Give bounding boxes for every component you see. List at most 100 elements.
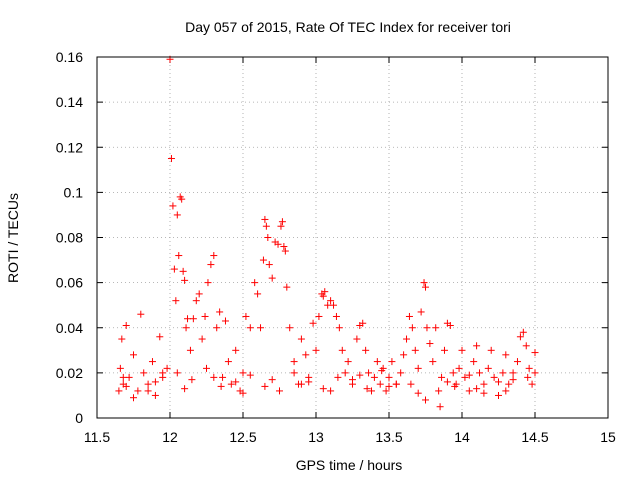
data-point (315, 312, 323, 320)
data-point (422, 283, 429, 291)
grid-lines (97, 57, 608, 418)
data-point (184, 315, 192, 323)
data-point (179, 267, 187, 275)
data-point (319, 292, 327, 300)
data-point (280, 243, 288, 251)
data-point (261, 215, 269, 223)
y-tick-label: 0.16 (56, 49, 83, 65)
data-point (414, 389, 422, 397)
data-point (151, 391, 159, 399)
data-point (125, 373, 133, 381)
data-points (115, 55, 539, 411)
data-point (525, 364, 533, 372)
data-point (400, 351, 408, 359)
data-point (509, 369, 517, 377)
data-point (178, 195, 186, 203)
data-point (134, 387, 142, 395)
data-point (370, 373, 378, 381)
y-tick-label: 0.1 (64, 184, 84, 200)
data-point (246, 371, 254, 379)
y-tick-label: 0.08 (56, 230, 83, 246)
data-point (239, 369, 247, 377)
data-point (156, 333, 164, 341)
data-point (385, 382, 393, 390)
data-point (324, 301, 332, 309)
data-point (119, 373, 127, 381)
data-point (341, 369, 349, 377)
data-point (519, 328, 527, 336)
data-point (414, 364, 422, 372)
x-tick-label: 13.5 (375, 429, 402, 445)
data-point (330, 301, 338, 309)
x-axis-label: GPS time / hours (296, 457, 403, 473)
data-point (509, 376, 517, 384)
data-point (148, 358, 156, 366)
data-point (327, 297, 335, 305)
data-point (115, 387, 123, 395)
data-point (221, 317, 229, 325)
data-point (455, 364, 463, 372)
data-point (182, 324, 190, 332)
data-point (186, 346, 194, 354)
data-point (151, 378, 159, 386)
data-point (277, 222, 285, 230)
data-point (338, 346, 346, 354)
data-point (207, 261, 215, 269)
data-point (290, 369, 298, 377)
data-point (423, 324, 431, 332)
data-point (473, 385, 481, 393)
data-point (217, 382, 225, 390)
data-point (195, 290, 203, 298)
data-point (516, 333, 524, 341)
data-point (408, 324, 416, 332)
x-tick-label: 13 (308, 429, 324, 445)
data-point (505, 380, 513, 388)
chart-title: Day 057 of 2015, Rate Of TEC Index for r… (185, 19, 511, 35)
data-point (502, 351, 510, 359)
y-tick-label: 0.02 (56, 365, 83, 381)
data-point (290, 358, 298, 366)
data-point (232, 346, 240, 354)
data-point (349, 376, 356, 384)
data-point (257, 324, 265, 332)
data-point (426, 340, 434, 348)
data-point (420, 279, 428, 287)
data-point (312, 346, 320, 354)
data-point (274, 240, 282, 248)
data-point (476, 369, 484, 377)
data-point (163, 364, 171, 372)
data-point (495, 391, 502, 399)
x-tick-label: 12.5 (229, 429, 256, 445)
data-point (499, 369, 507, 377)
data-point (403, 335, 411, 343)
data-point (268, 274, 276, 282)
data-point (470, 358, 478, 366)
y-tick-label: 0.12 (56, 139, 83, 155)
data-point (130, 351, 137, 359)
data-point (385, 373, 393, 381)
data-point (449, 369, 457, 377)
data-point (305, 378, 313, 386)
data-point (524, 373, 532, 381)
data-point (451, 382, 459, 390)
data-point (175, 252, 183, 260)
data-point (227, 380, 235, 388)
data-point (281, 247, 289, 255)
data-point (363, 385, 371, 393)
data-point (480, 380, 488, 388)
data-point (173, 211, 181, 219)
data-point (388, 358, 396, 366)
tick-labels: 11.5 12 12.5 13 13.5 14 14.5 15 0 0.02 0.04 0.06 0.0… (56, 49, 616, 445)
data-point (365, 369, 373, 377)
data-point (458, 346, 466, 354)
data-point (319, 385, 327, 393)
data-point (116, 364, 124, 372)
data-point (429, 358, 437, 366)
data-point (189, 315, 197, 323)
data-point (438, 373, 446, 381)
data-point (137, 310, 145, 318)
data-point (173, 369, 181, 377)
data-point (172, 297, 180, 305)
data-point (122, 382, 130, 390)
data-point (144, 387, 152, 395)
